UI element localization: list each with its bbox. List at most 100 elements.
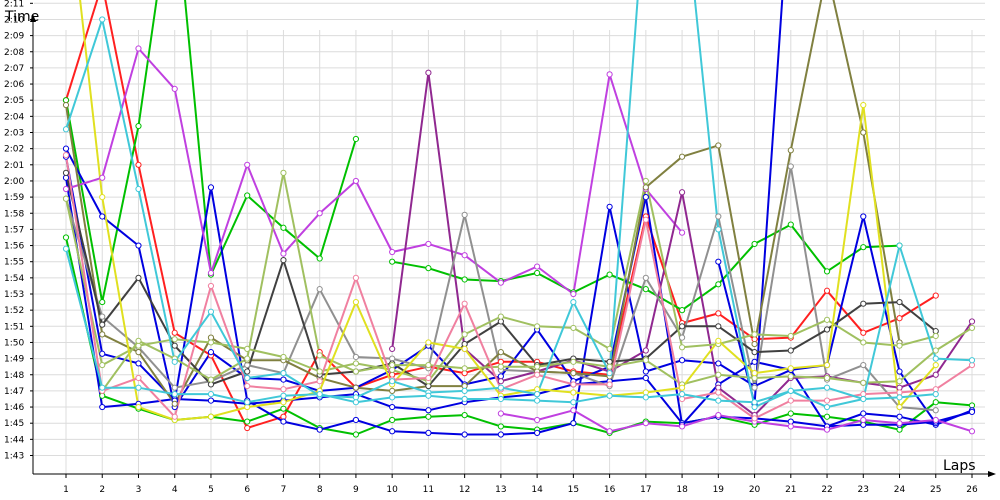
series-line-6 — [65, 177, 973, 428]
series-point — [823, 326, 831, 333]
series-point — [860, 129, 867, 136]
series-point — [896, 378, 903, 385]
series-point — [316, 426, 323, 433]
series-point — [425, 265, 432, 272]
series-point — [280, 370, 287, 377]
series-point — [244, 345, 251, 353]
series-point — [860, 379, 867, 386]
series-point — [715, 397, 722, 404]
series-point — [389, 387, 396, 394]
series-point — [461, 412, 468, 419]
series-point — [316, 391, 323, 398]
series-point — [135, 403, 142, 411]
series-point — [715, 258, 722, 265]
series-point — [425, 339, 432, 346]
x-tick-label: 14 — [531, 485, 543, 495]
x-tick-label: 7 — [281, 485, 287, 495]
series-point — [135, 45, 142, 52]
series-point — [787, 397, 794, 404]
series-point — [823, 413, 831, 420]
series-point — [280, 250, 287, 257]
series-point — [497, 279, 504, 286]
series-point — [534, 323, 541, 330]
series-point — [642, 420, 649, 427]
series-point — [823, 384, 831, 391]
series-point — [787, 147, 794, 154]
x-tick-label: 6 — [244, 485, 250, 495]
series-point — [715, 310, 722, 317]
series-point — [244, 192, 251, 199]
series-point — [678, 334, 686, 341]
series-point — [606, 392, 613, 399]
series-point — [135, 185, 142, 193]
x-axis-arrow-icon — [988, 471, 996, 477]
series-point — [461, 331, 468, 338]
y-tick-label: 1:44 — [4, 435, 24, 445]
series-point — [860, 361, 867, 369]
series-point — [207, 413, 215, 420]
series-point — [135, 122, 142, 130]
y-tick-label: 2:06 — [4, 80, 24, 90]
series-point — [570, 420, 577, 427]
x-tick-label: 20 — [749, 485, 761, 495]
series-point — [280, 399, 287, 406]
series-point — [823, 361, 831, 369]
series-point — [352, 274, 360, 281]
series-point — [207, 349, 215, 356]
series-point — [823, 397, 831, 404]
y-tick-label: 2:07 — [4, 64, 24, 74]
series-point — [497, 423, 504, 430]
series-point — [787, 221, 794, 228]
series-point — [932, 347, 939, 354]
x-tick-label: 21 — [785, 485, 796, 495]
series-point — [642, 177, 649, 185]
series-point — [932, 391, 939, 398]
y-tick-label: 1:51 — [4, 322, 24, 332]
series-point — [570, 407, 577, 414]
series-point — [642, 347, 649, 354]
series-point — [678, 423, 686, 430]
series-point — [99, 350, 106, 357]
series-point — [99, 313, 106, 320]
series-point — [352, 298, 360, 306]
series-point — [606, 363, 613, 370]
series-point — [497, 410, 504, 417]
series-point — [171, 413, 178, 420]
series-point — [99, 331, 106, 338]
series-point — [534, 391, 541, 398]
series-point — [678, 323, 686, 330]
x-tick-label: 26 — [966, 485, 978, 495]
series-point — [171, 336, 178, 343]
series-point — [280, 169, 287, 176]
series-point — [316, 352, 323, 359]
series-point — [570, 298, 577, 306]
series-line-11 — [500, 409, 973, 433]
series-point — [751, 399, 758, 406]
series-point — [751, 331, 758, 338]
series-point — [352, 360, 360, 367]
y-tick-label: 2:09 — [4, 32, 24, 42]
series-point — [534, 263, 541, 270]
x-tick-label: 2 — [99, 485, 105, 495]
series-point — [715, 213, 722, 220]
series-point — [62, 169, 70, 176]
series-point — [352, 368, 360, 375]
series-point — [570, 399, 577, 406]
series-point — [642, 194, 649, 201]
series-line-9 — [65, 148, 973, 428]
series-point — [497, 431, 504, 438]
series-point — [968, 324, 976, 332]
y-tick-label: 1:48 — [4, 371, 24, 381]
series-point — [62, 101, 70, 109]
series-point — [244, 368, 251, 375]
series-point — [352, 399, 360, 406]
series-point — [135, 242, 142, 249]
series-point — [860, 416, 867, 424]
y-tick-label: 2:11 — [4, 0, 24, 9]
y-tick-label: 1:45 — [4, 419, 24, 429]
series-point — [316, 286, 323, 293]
series-point — [896, 315, 903, 322]
series-point — [570, 358, 577, 365]
